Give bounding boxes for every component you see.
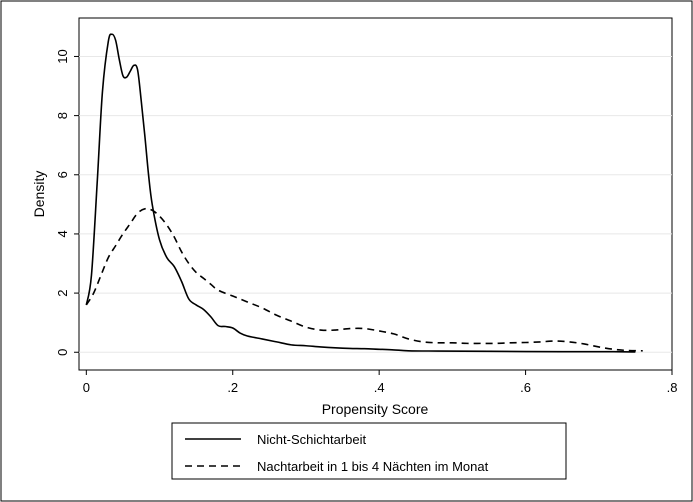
series-line-nachtarbeit	[85, 207, 643, 352]
legend-label-nicht-schichtarbeit: Nicht-Schichtarbeit	[257, 432, 366, 447]
y-tick-label: 6	[55, 171, 70, 178]
y-tick-label: 8	[55, 112, 70, 119]
x-tick-label: .4	[374, 380, 385, 395]
y-axis-label: Density	[31, 171, 47, 218]
x-axis-label: Propensity Score	[322, 401, 429, 417]
x-tick-label: .6	[520, 380, 531, 395]
series-line-nicht-schichtarbeit	[85, 33, 636, 353]
legend: Nicht-Schichtarbeit Nachtarbeit in 1 bis…	[171, 422, 567, 480]
y-tick-label: 0	[55, 349, 70, 356]
plot-area	[78, 17, 673, 371]
x-tick-label: 0	[83, 380, 90, 395]
x-tick-label: .8	[667, 380, 678, 395]
series-layer	[85, 33, 643, 353]
x-axis: 0 .2 .4 .6 .8	[83, 370, 678, 395]
legend-box	[171, 422, 567, 480]
y-axis: 0 2 4 6 8 10	[55, 49, 79, 356]
x-tick-label: .2	[227, 380, 238, 395]
legend-label-nachtarbeit: Nachtarbeit in 1 bis 4 Nächten im Monat	[257, 459, 489, 474]
y-tick-label: 4	[55, 230, 70, 237]
y-tick-label: 2	[55, 289, 70, 296]
y-tick-label: 10	[55, 49, 70, 63]
